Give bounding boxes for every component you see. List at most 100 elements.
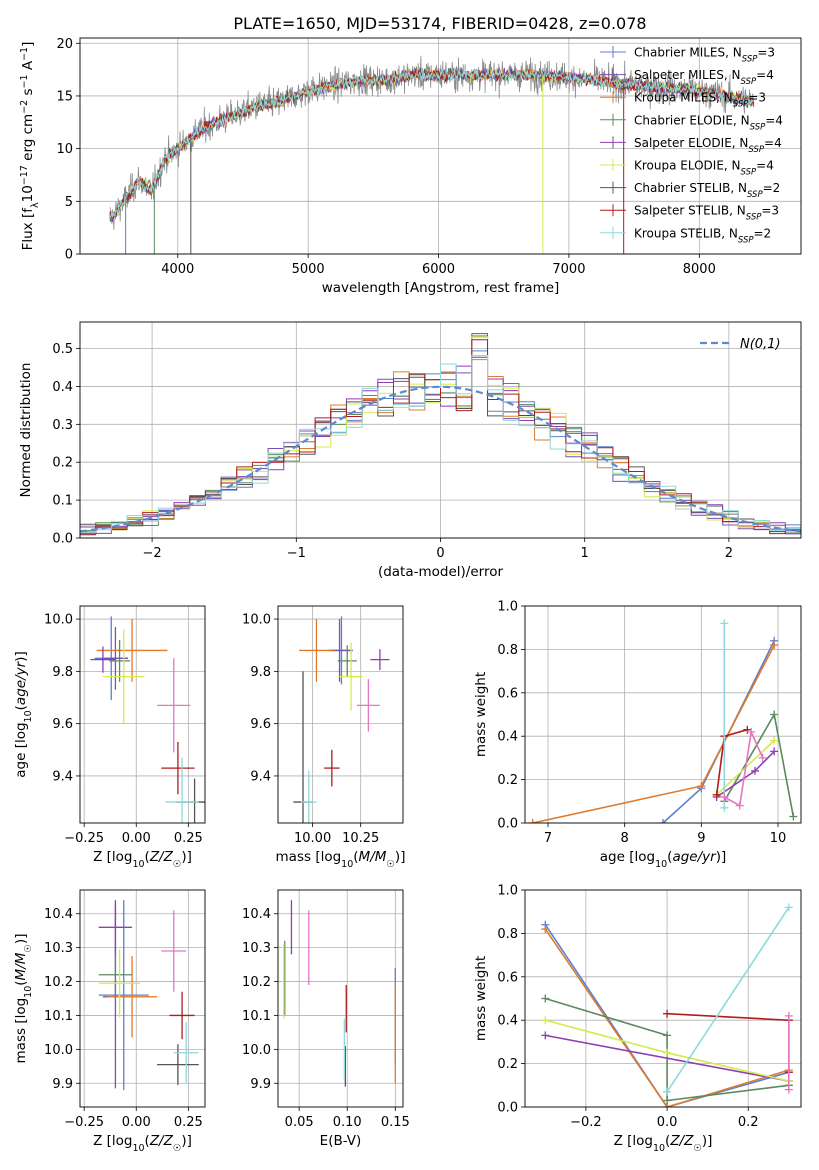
y-axis-label: mass weight xyxy=(473,672,489,757)
data-point xyxy=(528,819,537,823)
legend-label: Salpeter MILES, NSSP=4 xyxy=(634,68,774,87)
data-point xyxy=(770,747,779,756)
x-tick-label: 7000 xyxy=(552,262,585,277)
y-tick-label: 9.4 xyxy=(52,769,73,784)
y-tick-label: 15 xyxy=(56,89,73,104)
data-point xyxy=(697,782,706,791)
legend-label: Salpeter STELIB, NSSP=3 xyxy=(634,204,779,223)
y-tick-label: 10.4 xyxy=(242,907,271,922)
x-tick-label: 10 xyxy=(770,831,787,846)
x-tick-label: 10.25 xyxy=(342,831,379,846)
series-kroupa-stelib xyxy=(720,619,729,812)
plot-area xyxy=(283,900,396,1087)
y-tick-label: 9.6 xyxy=(52,717,73,732)
series-salpeter-elodie xyxy=(712,747,779,801)
x-tick-label: 0.15 xyxy=(381,1115,410,1130)
x-axis-label: (data-model)/error xyxy=(378,564,504,580)
x-tick-label: 10.00 xyxy=(294,831,331,846)
errorbar-chabrier-elodie xyxy=(98,954,133,996)
data-point xyxy=(751,766,759,775)
y-tick-label: 0.6 xyxy=(497,970,518,985)
x-tick-label: 2 xyxy=(725,546,733,561)
y-tick-label: 0.3 xyxy=(52,418,73,433)
panel-spectrum: 4000 5000 6000 7000 8000 0 5 10 15 20 wavelength [… xyxy=(19,37,802,296)
data-point xyxy=(712,790,721,799)
grid xyxy=(80,890,205,1107)
y-tick-label: 10.3 xyxy=(44,941,73,956)
data-point xyxy=(784,1085,793,1094)
axes-frame xyxy=(79,37,802,255)
errorbar-salpeter-stelib xyxy=(161,741,195,795)
y-tick-label: 10.0 xyxy=(242,1043,271,1058)
series-kroupa-stelib xyxy=(663,903,793,1096)
y-tick-label: 9.8 xyxy=(52,665,73,680)
y-tick-label: 10.2 xyxy=(242,975,271,990)
x-tick-label: 8000 xyxy=(683,262,716,277)
errorbar-chabrier-elodie xyxy=(337,645,357,677)
errorbar-kroupa-miles xyxy=(299,619,334,682)
x-tick-label: 5000 xyxy=(292,262,325,277)
plot-area xyxy=(80,333,801,538)
panel-mass-EBV: 0.05 0.10 0.15 9.9 10.0 10.1 10.2 10.3 10.4 E(B-V… xyxy=(242,889,410,1149)
series-line xyxy=(532,644,775,823)
series-line xyxy=(545,997,789,1102)
y-tick-label: 10.2 xyxy=(44,975,73,990)
y-tick-label: 0.0 xyxy=(497,817,518,832)
errorbar-kroupa-elodie xyxy=(98,949,141,1018)
y-tick-label: 0.4 xyxy=(52,380,73,395)
model-spectrum-kroupa-stelib xyxy=(109,68,755,219)
errorbar-salpeter-elodie xyxy=(90,646,116,673)
x-axis-label: Z [log10(Z/Z☉)] xyxy=(93,849,192,870)
y-tick-label: 0.5 xyxy=(52,342,73,357)
x-axis-label: Z [log10(Z/Z☉)] xyxy=(93,1133,192,1154)
y-tick-label: 0.2 xyxy=(497,1057,518,1072)
data-point xyxy=(541,994,550,1003)
x-tick-label: 0.0 xyxy=(657,1115,678,1130)
errorbar-chabrier-miles xyxy=(98,900,149,1091)
x-tick-label: −0.25 xyxy=(64,831,104,846)
panel-age-Z: −0.25 0.00 0.25 9.4 9.6 9.8 10.0 Z [log10(Z/Z☉)… xyxy=(13,605,206,870)
errorbar-kroupa-elodie xyxy=(102,629,145,724)
legend-label: Chabrier MILES, NSSP=3 xyxy=(634,46,775,65)
figure-title: PLATE=1650, MJD=53174, FIBERID=0428, z=0… xyxy=(233,14,646,33)
series-pink xyxy=(720,727,767,810)
x-tick-label: 0.00 xyxy=(122,831,151,846)
y-tick-label: 0.6 xyxy=(497,686,518,701)
x-tick-label: 1 xyxy=(581,546,589,561)
errorbar-kroupa-stelib xyxy=(173,1022,199,1084)
y-tick-label: 10.0 xyxy=(44,613,73,628)
x-axis-label: age [log10(age/yr)] xyxy=(600,849,726,870)
grid xyxy=(278,890,403,1107)
errorbar-salpeter-stelib xyxy=(324,749,340,787)
errorbar-pink xyxy=(356,679,380,732)
y-tick-label: 0.0 xyxy=(497,1101,518,1116)
x-tick-label: −0.25 xyxy=(64,1115,104,1130)
y-tick-label: 0.4 xyxy=(497,1014,518,1029)
data-point xyxy=(758,753,767,762)
y-tick-label: 0.4 xyxy=(497,730,518,745)
data-point xyxy=(720,792,729,801)
series-line xyxy=(723,712,795,817)
x-tick-label: −1 xyxy=(287,546,306,561)
y-tick-label: 10.1 xyxy=(44,1009,73,1024)
y-axis-label: age [log10(age/yr)] xyxy=(13,651,34,777)
series-pink xyxy=(784,1011,793,1094)
x-axis-label: E(B-V) xyxy=(320,1133,362,1149)
y-tick-label: 1.0 xyxy=(497,600,518,615)
errorbar-chabrier-elodie xyxy=(109,639,130,682)
errorbar-salpeter-stelib xyxy=(169,991,195,1040)
plot-area xyxy=(98,900,199,1091)
series-kroupa-miles xyxy=(528,641,779,823)
legend-label: N(0,1) xyxy=(740,337,781,352)
y-tick-label: 0.8 xyxy=(497,643,518,658)
legend-label: Kroupa ELODIE, NSSP=4 xyxy=(634,159,774,178)
data-point xyxy=(663,1096,672,1105)
series-line xyxy=(544,928,790,1107)
y-axis-label: mass [log10(M/M☉)] xyxy=(13,934,34,1064)
data-point xyxy=(747,727,756,736)
grid xyxy=(80,606,205,823)
x-tick-label: 0.25 xyxy=(174,1115,203,1130)
data-point xyxy=(770,736,779,745)
x-axis-label: mass [log10(M/M☉)] xyxy=(276,849,406,870)
